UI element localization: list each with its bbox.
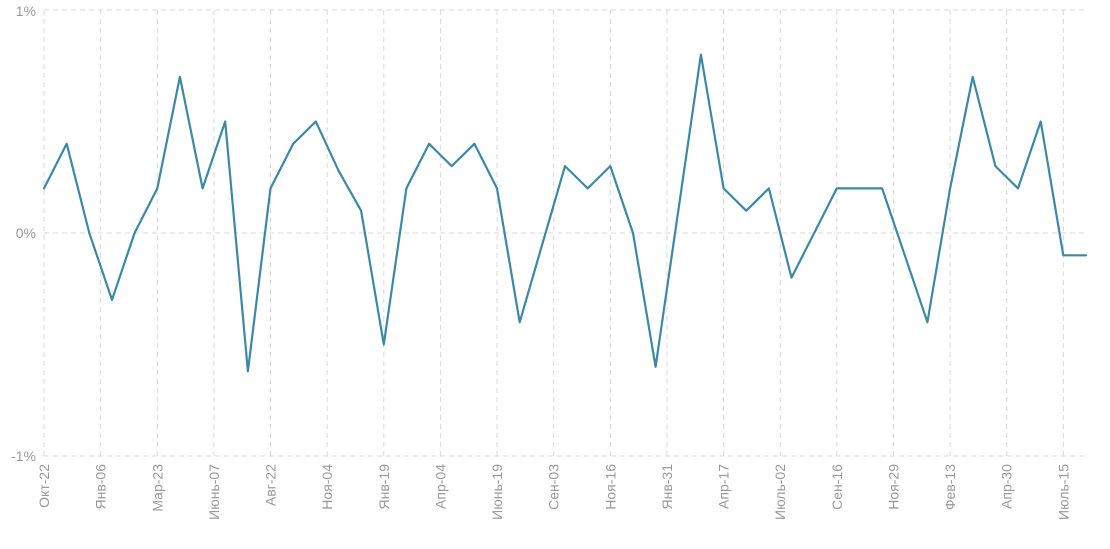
x-tick-label: Июнь-07 <box>206 464 222 520</box>
x-tick-label: Ноя-04 <box>319 464 335 510</box>
y-tick-label: -1% <box>11 448 36 464</box>
series-line <box>42 53 1088 373</box>
series-layer <box>42 53 1088 373</box>
x-tick-label: Июль-15 <box>1055 464 1071 520</box>
x-tick-label: Окт-22 <box>36 464 52 508</box>
x-tick-label: Янв-31 <box>659 464 675 510</box>
x-tick-label: Фев-13 <box>942 464 958 510</box>
x-axis-ticks: Окт-22 Янв-06 Мар-23 Июнь-07 Авг-22 Ноя-04 Янв… <box>36 464 1071 520</box>
x-tick-label: Апр-04 <box>432 464 448 509</box>
x-tick-label: Авг-22 <box>263 464 279 506</box>
y-tick-label: 0% <box>16 225 36 241</box>
x-tick-label: Сен-16 <box>829 464 845 510</box>
x-tick-label: Апр-17 <box>716 464 732 509</box>
x-tick-label: Апр-30 <box>999 464 1015 509</box>
x-tick-label: Янв-06 <box>93 464 109 510</box>
y-tick-label: 1% <box>16 3 36 19</box>
x-tick-label: Сен-03 <box>546 464 562 510</box>
grid-lines <box>43 9 1086 457</box>
y-axis-ticks: 1% 0% -1% <box>11 3 36 464</box>
x-tick-label: Ноя-29 <box>885 464 901 510</box>
x-tick-label: Янв-19 <box>376 464 392 510</box>
x-tick-label: Июнь-19 <box>489 464 505 520</box>
x-tick-label: Июль-02 <box>772 464 788 520</box>
x-tick-label: Ноя-16 <box>602 464 618 510</box>
x-tick-label: Мар-23 <box>149 464 165 512</box>
